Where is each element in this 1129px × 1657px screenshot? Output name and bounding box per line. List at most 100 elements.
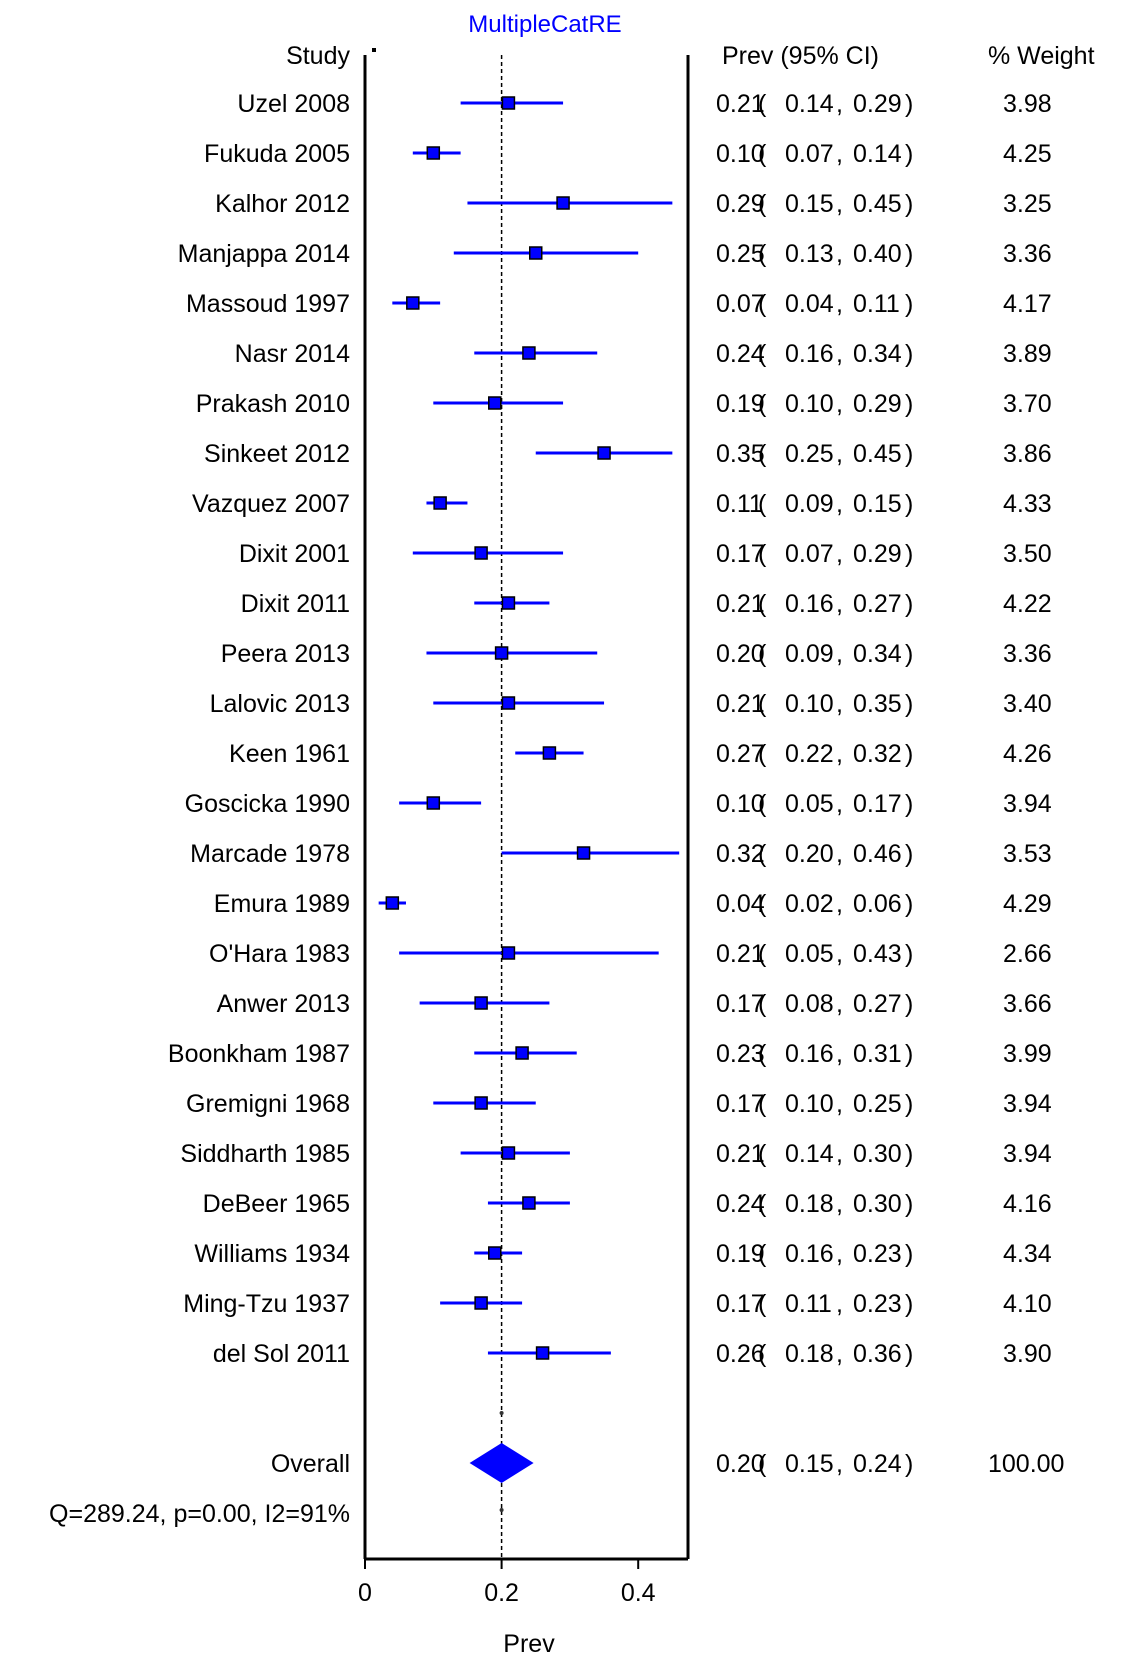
ci-separator: , [836, 440, 843, 468]
open-paren: ( [758, 490, 767, 518]
weight-value: 3.36 [1003, 640, 1052, 668]
ci-separator: , [836, 140, 843, 168]
weight-value: 4.29 [1003, 890, 1052, 918]
estimate-value: 0.29 [716, 190, 765, 218]
close-paren: ) [905, 390, 913, 418]
point-estimate-marker [474, 546, 488, 560]
ci-separator: , [836, 640, 843, 668]
estimate-value: 0.25 [716, 240, 765, 268]
estimate-value: 0.17 [716, 1290, 765, 1318]
ci-upper-value: 0.23 [853, 1240, 902, 1268]
weight-value: 3.86 [1003, 440, 1052, 468]
ci-lower-value: 0.04 [785, 290, 834, 318]
study-row: Manjappa 2014 0.25(0.13, 0.40) 3.36 [178, 240, 1052, 268]
close-paren: ) [905, 990, 913, 1018]
ci-lower-value: 0.25 [785, 440, 834, 468]
study-row: Dixit 2001 0.17(0.07, 0.29) 3.50 [239, 540, 1052, 568]
estimate-value: 0.11 [716, 490, 763, 518]
close-paren: ) [905, 1040, 913, 1068]
ci-separator: , [836, 1090, 843, 1118]
study-name: del Sol 2011 [213, 1340, 350, 1368]
point-estimate-marker [433, 496, 447, 510]
estimate-value: 0.17 [716, 990, 765, 1018]
weight-value: 3.94 [1003, 790, 1052, 818]
ci-separator: , [836, 590, 843, 618]
study-row: Lalovic 2013 0.21(0.10, 0.35) 3.40 [210, 690, 1052, 718]
ci-lower-value: 0.16 [785, 590, 834, 618]
overall-ci-lower-value: 0.15 [785, 1450, 834, 1478]
point-estimate-marker [535, 1346, 550, 1360]
point-estimate-marker [474, 996, 488, 1010]
ci-separator: , [836, 840, 843, 868]
ci-lower-value: 0.16 [785, 340, 834, 368]
x-axis: 0 0.2 0.4 [358, 1559, 656, 1607]
weight-value: 3.94 [1003, 1140, 1052, 1168]
weight-value: 3.40 [1003, 690, 1052, 718]
ci-lower-value: 0.07 [785, 540, 834, 568]
study-column-header: Study [286, 42, 350, 70]
estimate-value: 0.17 [716, 1090, 765, 1118]
ci-upper-value: 0.29 [853, 390, 902, 418]
estimate-value: 0.24 [716, 340, 765, 368]
ci-lower-value: 0.05 [785, 940, 834, 968]
estimate-value: 0.21 [716, 690, 765, 718]
study-row: Massoud 1997 0.07(0.04, 0.11) 4.17 [186, 290, 1052, 318]
study-row: Goscicka 1990 0.10(0.05, 0.17) 3.94 [185, 790, 1052, 818]
estimate-value: 0.21 [716, 590, 765, 618]
study-row: Nasr 2014 0.24(0.16, 0.34) 3.89 [235, 340, 1052, 368]
study-row: Vazquez 2007 0.11(0.09, 0.15) 4.33 [192, 490, 1052, 518]
point-estimate-marker [529, 246, 543, 260]
open-paren: ( [758, 590, 767, 618]
estimate-value: 0.21 [716, 940, 765, 968]
overall-diamond [469, 1443, 534, 1483]
close-paren: ) [905, 540, 913, 568]
point-estimate-marker [515, 1046, 529, 1060]
estimate-value: 0.26 [716, 1340, 765, 1368]
ci-lower-value: 0.16 [785, 1240, 834, 1268]
study-name: DeBeer 1965 [203, 1190, 350, 1218]
ci-lower-value: 0.13 [785, 240, 834, 268]
ci-separator: , [836, 390, 843, 418]
point-estimate-marker [488, 1246, 502, 1260]
ci-lower-value: 0.16 [785, 1040, 834, 1068]
study-name: Siddharth 1985 [180, 1140, 350, 1168]
study-row: DeBeer 1965 0.24(0.18, 0.30) 4.16 [203, 1190, 1052, 1218]
estimate-value: 0.23 [716, 1040, 765, 1068]
close-paren: ) [905, 1340, 913, 1368]
point-estimate-marker [406, 296, 420, 310]
study-name: Gremigni 1968 [186, 1090, 350, 1118]
ci-separator: , [836, 890, 843, 918]
weight-value: 3.25 [1003, 190, 1052, 218]
ci-separator: , [836, 1140, 843, 1168]
chart-title: MultipleCatRE [468, 11, 621, 38]
ci-separator: , [836, 1040, 843, 1068]
open-paren: ( [758, 1450, 767, 1478]
overall-row: Overall 0.20(0.15, 0.24) 100.00 Q=289.24, p=… [49, 1443, 1064, 1528]
ci-upper-value: 0.29 [853, 540, 902, 568]
ci-lower-value: 0.05 [785, 790, 834, 818]
weight-value: 4.16 [1003, 1190, 1052, 1218]
study-name: Peera 2013 [221, 640, 350, 668]
x-tick-label: 0.4 [621, 1579, 656, 1607]
ci-upper-value: 0.29 [853, 90, 902, 118]
ci-separator: , [836, 490, 843, 518]
ci-lower-value: 0.22 [785, 740, 834, 768]
ci-separator: , [836, 1340, 843, 1368]
ci-lower-value: 0.15 [785, 190, 834, 218]
ci-column-header: Prev (95% CI) [722, 42, 879, 70]
weight-column-header: % Weight [988, 42, 1095, 70]
close-paren: ) [905, 740, 913, 768]
ci-lower-value: 0.14 [785, 1140, 834, 1168]
ci-upper-value: 0.30 [853, 1190, 902, 1218]
ci-lower-value: 0.11 [785, 1290, 832, 1318]
estimate-value: 0.17 [716, 540, 765, 568]
ci-separator: , [836, 790, 843, 818]
ci-lower-value: 0.09 [785, 490, 834, 518]
ci-separator: , [836, 340, 843, 368]
ci-upper-value: 0.30 [853, 1140, 902, 1168]
ci-upper-value: 0.25 [853, 1090, 902, 1118]
point-estimate-marker [488, 396, 502, 410]
weight-value: 3.50 [1003, 540, 1052, 568]
open-paren: ( [758, 640, 767, 668]
